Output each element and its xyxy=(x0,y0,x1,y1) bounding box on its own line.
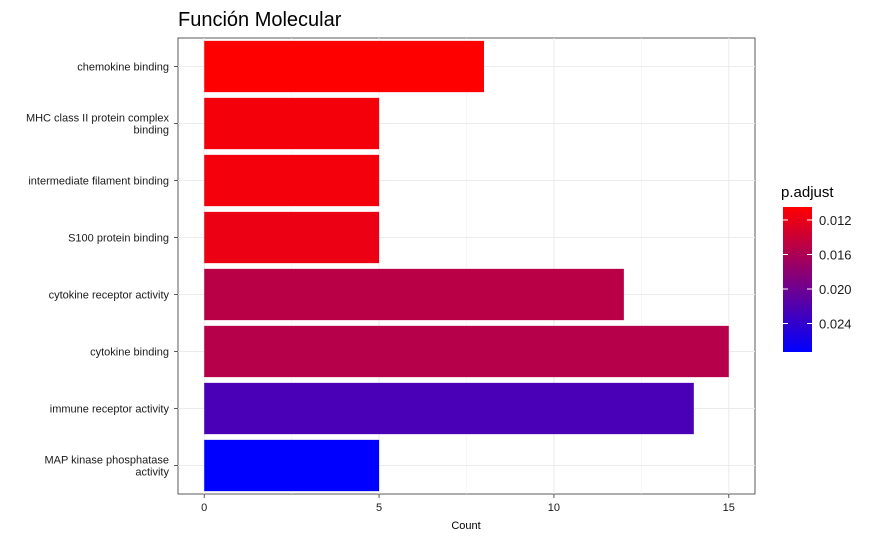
bars xyxy=(204,40,729,492)
category-label: S100 protein binding xyxy=(68,233,169,245)
category-label: MAP kinase phosphatase activity xyxy=(44,455,169,479)
x-tick-label: 15 xyxy=(723,502,735,514)
x-tick-label: 10 xyxy=(548,502,560,514)
bar xyxy=(204,97,380,150)
bar xyxy=(204,325,729,378)
colorbar-tick-label: 0.012 xyxy=(819,213,852,228)
bar xyxy=(204,40,484,93)
x-axis-ticks: 0 5 10 15 xyxy=(201,494,735,514)
legend-title: p.adjust xyxy=(781,184,834,201)
x-tick-label: 5 xyxy=(376,502,382,514)
bar xyxy=(204,211,380,264)
category-label: intermediate filament binding xyxy=(28,176,169,188)
category-label: MHC class II protein complex binding xyxy=(26,113,170,137)
x-tick-label: 0 xyxy=(201,502,207,514)
bar xyxy=(204,382,694,435)
category-label: cytokine receptor activity xyxy=(49,290,170,302)
colorbar-tick-label: 0.020 xyxy=(819,282,852,297)
category-label: immune receptor activity xyxy=(50,404,170,416)
colorbar-tick-label: 0.016 xyxy=(819,247,852,262)
colorbar-ticks: 0.012 0.016 0.020 0.024 xyxy=(783,213,852,332)
chart-title: Función Molecular xyxy=(178,9,342,31)
category-label: cytokine binding xyxy=(90,347,169,359)
x-axis-title: Count xyxy=(451,520,480,532)
bar xyxy=(204,154,380,207)
bar xyxy=(204,439,380,492)
category-label: chemokine binding xyxy=(77,62,169,74)
colorbar xyxy=(783,207,812,352)
category-labels: chemokine binding MHC class II protein co… xyxy=(26,62,178,479)
bar xyxy=(204,268,624,321)
colorbar-tick-label: 0.024 xyxy=(819,317,852,332)
